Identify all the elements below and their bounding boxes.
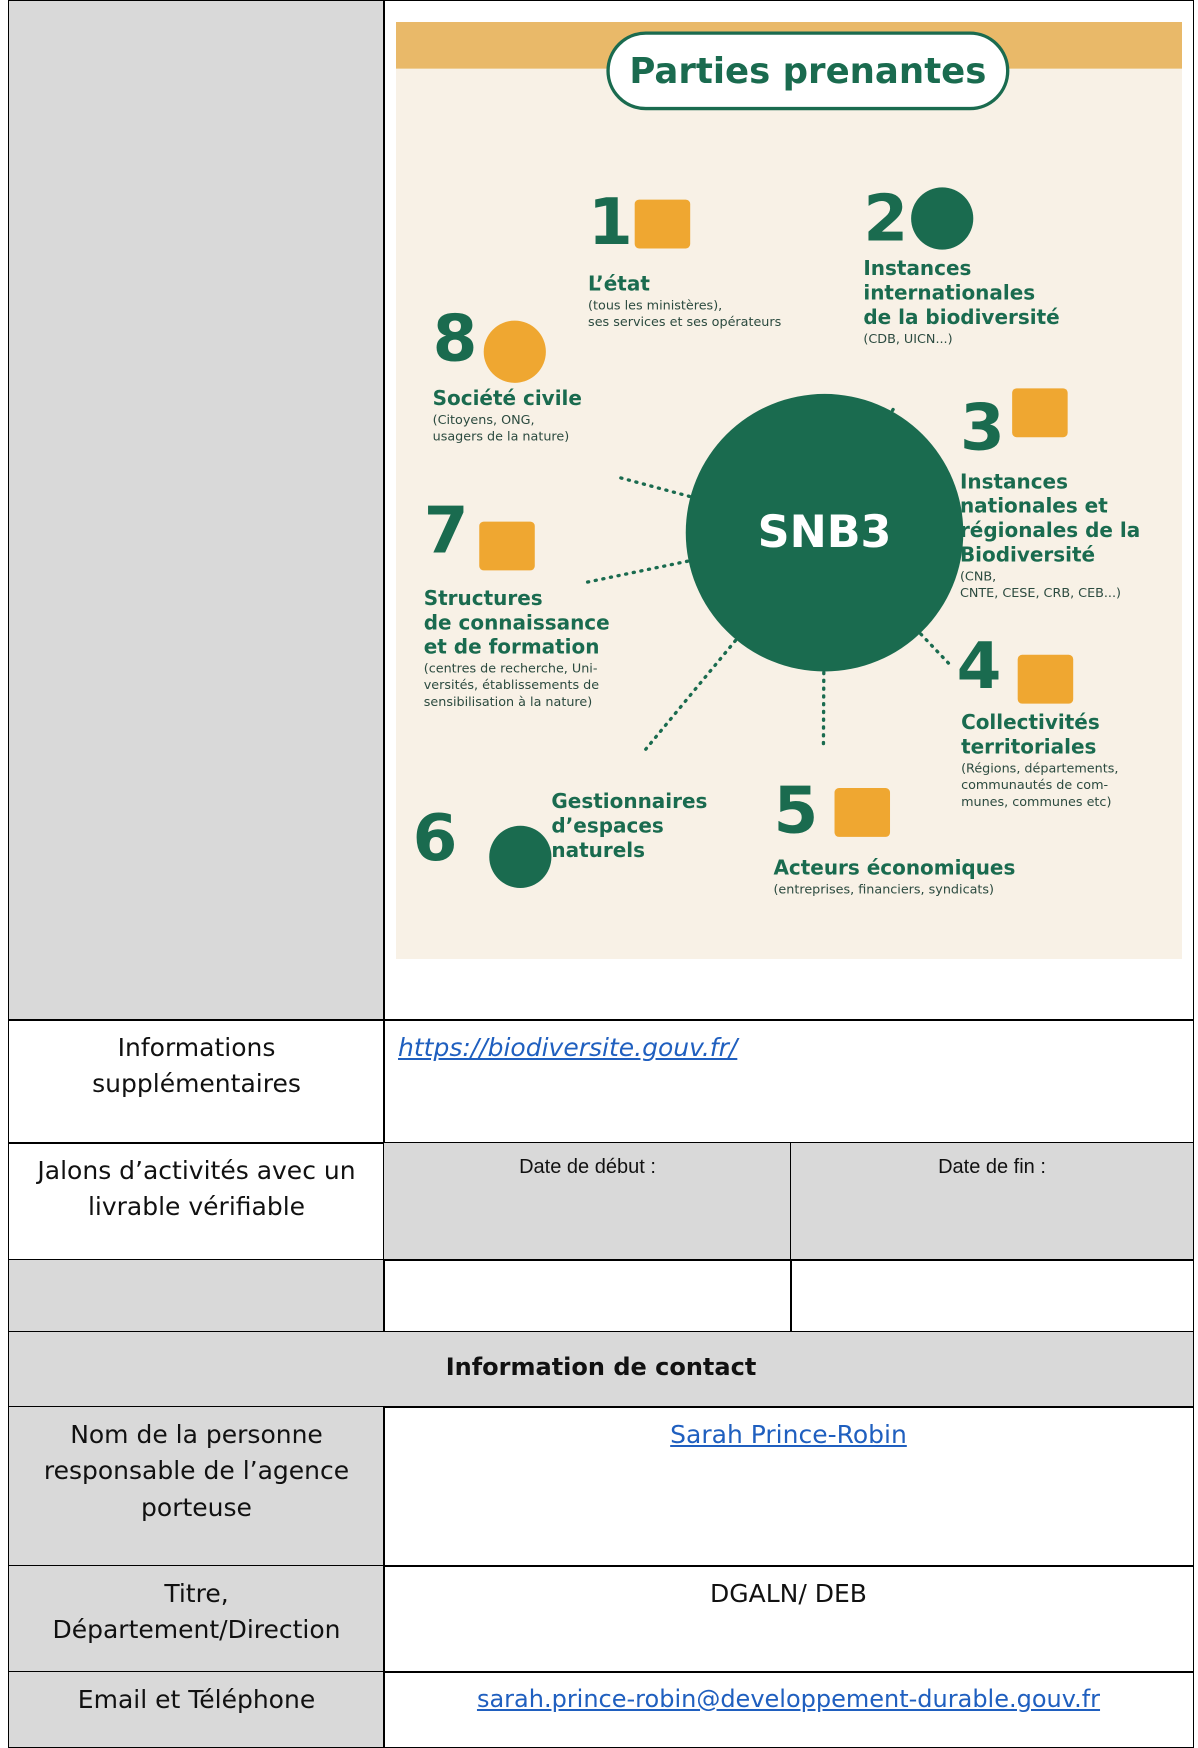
- label: Email et Téléphone: [8, 1671, 385, 1748]
- cell: [790, 1259, 1194, 1333]
- stakeholder-name: Collectivités: [961, 710, 1100, 734]
- icon: [1012, 388, 1068, 438]
- cell: Parties prenantes SNB3 1 L’état (tous les m…: [383, 0, 1194, 1021]
- icon: [483, 320, 546, 383]
- infographic: Parties prenantes SNB3 1 L’état (tous les m…: [396, 22, 1182, 959]
- label: Nom de la personne responsable de l’agen…: [8, 1406, 385, 1567]
- label: Jalons d’activités avec un livrable véri…: [8, 1142, 385, 1261]
- stakeholder-detail: CNTE, CESE, CRB, CEB...): [960, 586, 1121, 601]
- icon: [834, 788, 891, 837]
- stakeholder-detail: munes, communes etc): [961, 795, 1111, 810]
- stakeholder-name: territoriales: [961, 735, 1096, 759]
- center-label: SNB3: [758, 507, 892, 558]
- stakeholder-name: Instances: [863, 256, 971, 280]
- link[interactable]: https://biodiversite.gouv.fr/: [398, 1033, 738, 1062]
- stakeholder-name: et de formation: [424, 635, 600, 659]
- stakeholder-name: Structures: [424, 586, 543, 610]
- label: Titre, Département/Direction: [8, 1565, 385, 1673]
- stakeholder-number: 1: [588, 185, 633, 260]
- icon: [634, 199, 691, 249]
- stakeholder-number: 5: [773, 773, 818, 848]
- icon: [1017, 654, 1074, 704]
- cell: [8, 0, 385, 1021]
- cell: https://biodiversite.gouv.fr/: [383, 1019, 1194, 1144]
- stakeholder-number: 3: [960, 390, 1005, 465]
- value: DGALN/ DEB: [383, 1565, 1194, 1673]
- title-pill: [606, 31, 1010, 111]
- icon: [489, 825, 552, 888]
- stakeholder-name: de connaissance: [424, 610, 610, 634]
- stakeholder-name: régionales de la: [960, 518, 1140, 542]
- cell: [8, 1259, 385, 1333]
- stakeholder-detail: (entreprises, financiers, syndicats): [773, 882, 994, 897]
- label: Informations supplémentaires: [8, 1019, 385, 1144]
- cell: Sarah Prince-Robin: [383, 1406, 1194, 1567]
- start-date: Date de début :: [383, 1142, 792, 1261]
- stakeholder-detail: versités, établissements de: [424, 678, 600, 693]
- stakeholder-number: 7: [424, 494, 469, 569]
- stakeholder-detail: (centres de recherche, Uni-: [424, 662, 598, 677]
- stakeholder-detail: usagers de la nature): [433, 430, 570, 445]
- stakeholder-detail: (tous les ministères),: [588, 299, 722, 314]
- stakeholder-detail: ses services et ses opérateurs: [588, 315, 782, 330]
- stakeholder-name: naturels: [551, 838, 645, 862]
- stakeholder-name: Société civile: [433, 386, 582, 410]
- infographic-title: Parties prenantes: [629, 51, 986, 92]
- link[interactable]: sarah.prince-robin@developpement-durable…: [476, 1685, 1101, 1713]
- link[interactable]: Sarah Prince-Robin: [670, 1420, 907, 1449]
- connector: [616, 475, 827, 535]
- end-date: Date de fin :: [790, 1142, 1194, 1261]
- stakeholder-detail: sensibilisation à la nature): [424, 695, 592, 710]
- stakeholder-name: Instances: [960, 469, 1068, 493]
- stakeholder-number: 4: [957, 629, 1002, 704]
- stakeholder-detail: (CDB, UICN...): [863, 332, 952, 347]
- stakeholder-name: L’état: [588, 272, 650, 296]
- stakeholder-name: de la biodiversité: [863, 305, 1059, 329]
- stakeholder-detail: communautés de com-: [961, 778, 1108, 793]
- stakeholder-name: Acteurs économiques: [773, 856, 1015, 880]
- cell: [383, 1259, 792, 1333]
- stakeholder-name: nationales et: [960, 494, 1108, 518]
- cell: sarah.prince-robin@developpement-durable…: [383, 1671, 1194, 1748]
- stakeholder-number: 2: [863, 182, 908, 257]
- icon: [479, 521, 535, 571]
- center-circle: [685, 393, 964, 672]
- stakeholder-name: internationales: [863, 281, 1035, 305]
- icon: [911, 187, 974, 250]
- stakeholder-number: 8: [433, 302, 478, 377]
- stakeholder-name: d’espaces: [551, 813, 663, 837]
- stakeholder-name: Biodiversité: [960, 543, 1095, 567]
- stakeholder-detail: (Régions, départements,: [961, 761, 1118, 776]
- stakeholder-name: Gestionnaires: [551, 789, 707, 813]
- stakeholder-detail: (Citoyens, ONG,: [433, 413, 535, 428]
- stakeholder-number: 6: [413, 801, 458, 876]
- stakeholder-detail: (CNB,: [960, 569, 996, 584]
- section-header: Information de contact: [8, 1331, 1194, 1408]
